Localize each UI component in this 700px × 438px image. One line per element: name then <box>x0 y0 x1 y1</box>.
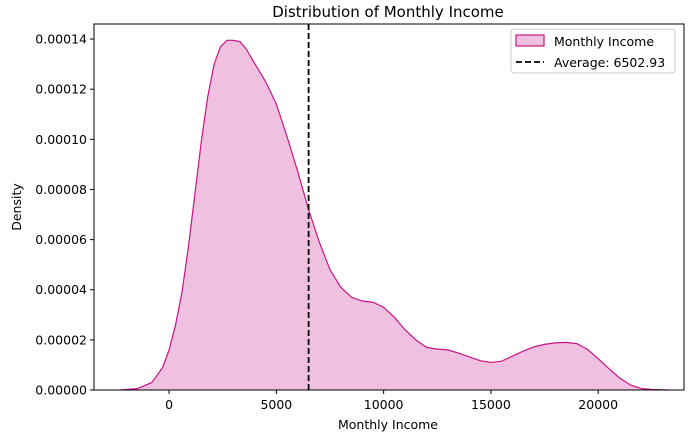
legend-label-average: Average: 6502.93 <box>554 55 665 70</box>
x-tick-label: 20000 <box>578 397 618 412</box>
legend-box <box>510 28 676 74</box>
y-tick-label: 0.00014 <box>35 32 87 47</box>
y-tick-label: 0.00006 <box>35 232 87 247</box>
x-tick-label: 15000 <box>471 397 511 412</box>
plot-area <box>119 24 669 391</box>
y-axis: 0.00000 0.00002 0.00004 0.00006 0.00008 0.000… <box>35 32 94 398</box>
y-tick-label: 0.00002 <box>35 332 87 347</box>
x-tick-label: 5000 <box>260 397 292 412</box>
y-tick-label: 0.00012 <box>35 82 87 97</box>
x-tick-label: 10000 <box>364 397 404 412</box>
legend-label-monthly-income: Monthly Income <box>554 34 654 49</box>
y-axis-label: Density <box>9 183 24 231</box>
chart-title: Distribution of Monthly Income <box>272 3 504 21</box>
x-axis-label: Monthly Income <box>338 417 438 432</box>
legend: Monthly Income Average: 6502.93 <box>510 28 676 74</box>
density-curve <box>119 39 669 391</box>
y-tick-label: 0.00010 <box>35 132 87 147</box>
density-area <box>119 40 669 390</box>
y-tick-label: 0.00000 <box>35 383 87 398</box>
x-tick-label: 0 <box>165 397 173 412</box>
y-tick-label: 0.00008 <box>35 182 87 197</box>
y-tick-label: 0.00004 <box>35 282 87 297</box>
x-axis: 0 5000 10000 15000 20000 <box>165 390 618 412</box>
legend-swatch-monthly-income <box>515 34 545 47</box>
plot-frame <box>93 23 685 391</box>
